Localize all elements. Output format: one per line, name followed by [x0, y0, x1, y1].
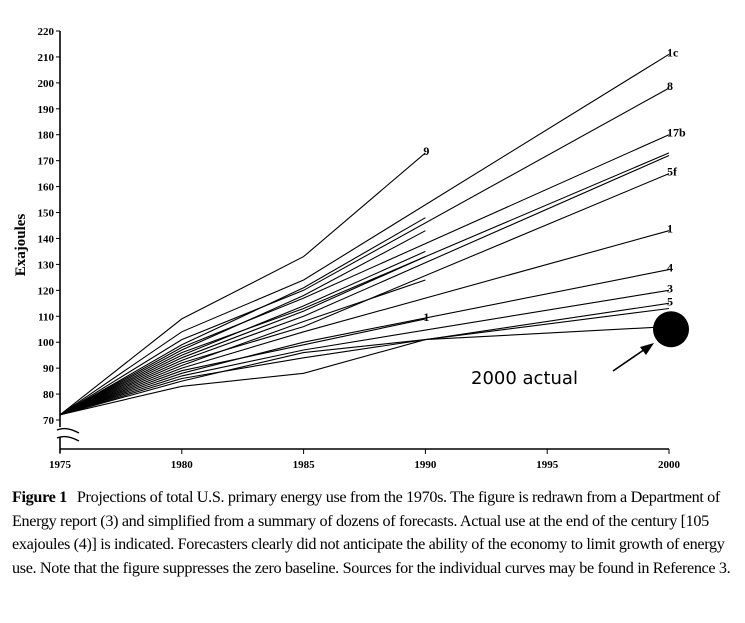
figure-caption: Figure 1 Projections of total U.S. primar… — [12, 486, 732, 580]
series-label: 5f — [667, 165, 678, 179]
y-tick-label: 180 — [38, 130, 55, 142]
series-line — [59, 230, 426, 416]
series-label: 5 — [667, 294, 673, 308]
y-tick-label: 210 — [38, 52, 55, 64]
x-tick-label: 1975 — [49, 459, 72, 471]
caption-label: Figure 1 — [12, 488, 67, 506]
series-label: 17b — [667, 126, 686, 140]
y-tick-label: 160 — [38, 182, 55, 194]
y-tick-label: 90 — [43, 363, 55, 375]
series-line — [59, 173, 670, 416]
y-tick-label: 200 — [38, 78, 55, 90]
series-lines — [59, 53, 689, 416]
series-line — [59, 250, 426, 416]
series-line — [59, 152, 426, 416]
series-line — [59, 217, 426, 416]
x-tick-label: 1995 — [536, 459, 559, 471]
series-line — [59, 302, 670, 416]
series-label: 1 — [667, 222, 673, 236]
series-line — [59, 87, 670, 416]
y-axis-label: Exajoules — [13, 214, 29, 277]
series-label: 8 — [667, 79, 673, 93]
series-label: 3 — [667, 281, 673, 295]
arrow-head-icon — [640, 343, 654, 355]
x-tick-label: 1985 — [293, 459, 316, 471]
y-tick-label: 170 — [38, 156, 55, 168]
y-tick-label: 70 — [43, 415, 55, 427]
y-tick-label: 220 — [38, 26, 55, 38]
y-tick-label: 130 — [38, 259, 55, 271]
axes: 70 80 90 100 110 120 130 140 150 160 170 180 190 200 2… — [38, 26, 681, 471]
y-tick-label: 150 — [38, 208, 55, 220]
series-label: 4 — [667, 261, 673, 275]
series-labels: 9 1c 8 17b 5f 1 4 35 1 — [423, 45, 686, 324]
x-tick-label: 2000 — [658, 459, 681, 471]
series-line — [59, 289, 670, 416]
series-line — [59, 307, 670, 416]
series-line — [59, 318, 426, 416]
chart: 70 80 90 100 110 120 130 140 150 160 170 180 190 200 2… — [13, 26, 689, 471]
series-line — [59, 154, 670, 416]
x-tick-label: 1990 — [414, 459, 437, 471]
caption-text: Projections of total U.S. primary energy… — [12, 488, 731, 577]
series-line — [59, 230, 670, 416]
actual-2000-marker — [653, 311, 689, 348]
series-label: 9 — [423, 144, 429, 158]
axis-break-mark — [56, 427, 80, 434]
series-line — [59, 256, 426, 416]
series-label: 1 — [423, 310, 429, 324]
annotation-2000-actual: 2000 actual — [471, 368, 578, 389]
y-tick-label: 140 — [38, 233, 55, 245]
series-line — [59, 326, 670, 416]
x-tick-label: 1980 — [171, 459, 194, 471]
series-label: 1c — [667, 45, 679, 59]
y-tick-label: 80 — [43, 389, 55, 401]
series-line — [59, 279, 426, 416]
series-line — [59, 53, 670, 416]
arrow-line — [612, 346, 649, 372]
axis-break-mark — [56, 435, 80, 442]
y-tick-label: 190 — [38, 104, 55, 116]
y-tick-label: 120 — [38, 285, 55, 297]
y-tick-label: 100 — [38, 337, 55, 349]
y-tick-label: 110 — [38, 311, 54, 323]
